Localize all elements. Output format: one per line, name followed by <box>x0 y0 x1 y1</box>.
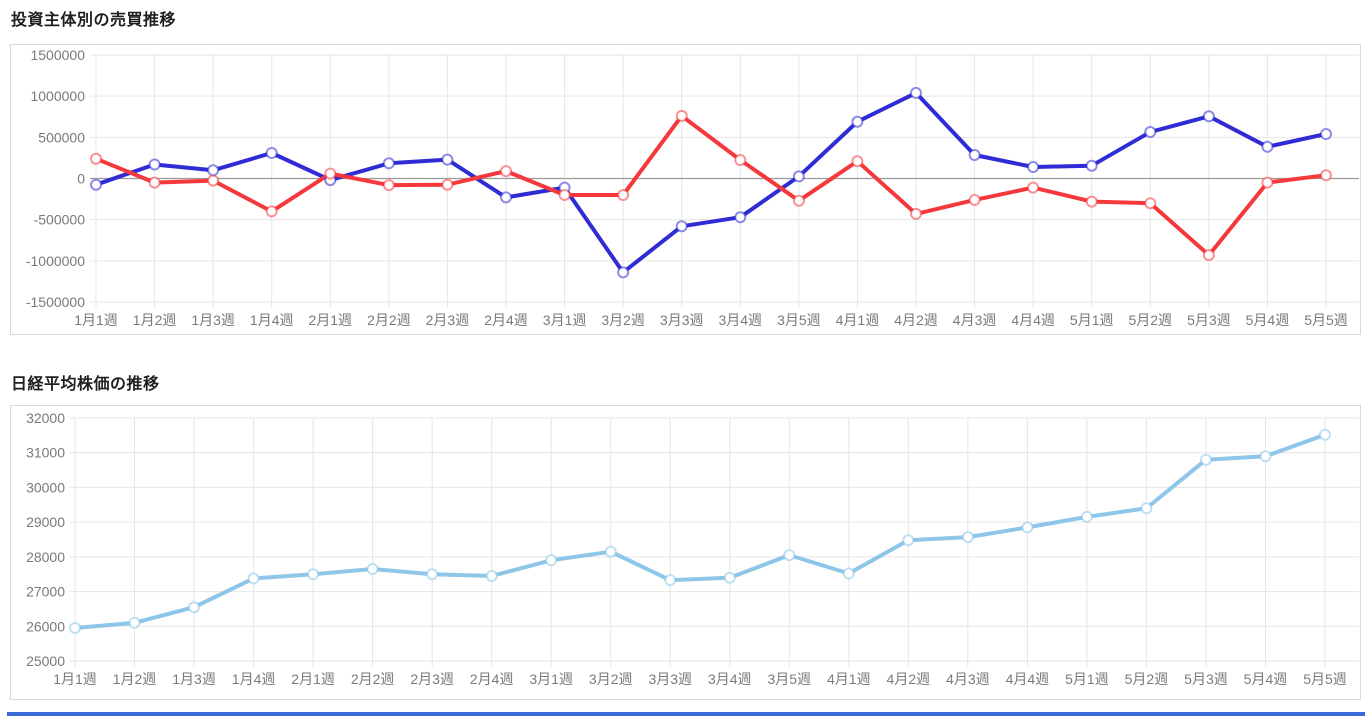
svg-text:1月2週: 1月2週 <box>113 671 157 687</box>
svg-text:29000: 29000 <box>26 514 65 530</box>
svg-text:3月4週: 3月4週 <box>718 312 762 328</box>
svg-text:5月2週: 5月2週 <box>1128 312 1172 328</box>
svg-text:4月2週: 4月2週 <box>894 312 938 328</box>
svg-text:3月1週: 3月1週 <box>529 671 573 687</box>
svg-text:5月1週: 5月1週 <box>1070 312 1114 328</box>
svg-text:4月3週: 4月3週 <box>953 312 997 328</box>
nikkei-chart[interactable]: 32000 31000 30000 29000 28000 27000 26000 25000… <box>11 406 1360 699</box>
svg-text:25000: 25000 <box>26 653 65 669</box>
bottom-accent-bar <box>7 712 1365 716</box>
svg-text:26000: 26000 <box>26 618 65 634</box>
series-blue-line <box>94 90 1328 275</box>
series-nikkei-line <box>73 432 1327 630</box>
svg-text:28000: 28000 <box>26 549 65 565</box>
svg-text:2月1週: 2月1週 <box>308 312 352 328</box>
svg-text:1月4週: 1月4週 <box>250 312 294 328</box>
svg-text:4月2週: 4月2週 <box>887 671 931 687</box>
svg-text:1500000: 1500000 <box>30 47 85 63</box>
svg-text:1月1週: 1月1週 <box>53 671 97 687</box>
svg-text:5月3週: 5月3週 <box>1187 312 1231 328</box>
svg-text:2月1週: 2月1週 <box>291 671 335 687</box>
svg-text:3月5週: 3月5週 <box>777 312 821 328</box>
svg-text:5月4週: 5月4週 <box>1246 312 1290 328</box>
svg-text:4月3週: 4月3週 <box>946 671 990 687</box>
svg-text:4月4週: 4月4週 <box>1006 671 1050 687</box>
svg-text:2月4週: 2月4週 <box>484 312 528 328</box>
svg-text:4月1週: 4月1週 <box>827 671 871 687</box>
svg-text:1月4週: 1月4週 <box>232 671 276 687</box>
svg-text:1000000: 1000000 <box>30 88 85 104</box>
svg-text:3月2週: 3月2週 <box>601 312 645 328</box>
svg-text:5月2週: 5月2週 <box>1125 671 1169 687</box>
svg-text:30000: 30000 <box>26 479 65 495</box>
series-red-line <box>94 113 1328 258</box>
sales-chart[interactable]: 1500000 1000000 500000 0 -500000 -1000000 -150… <box>11 45 1360 334</box>
nikkei-chart-title: 日経平均株価の推移 <box>11 376 160 393</box>
svg-text:2月2週: 2月2週 <box>351 671 395 687</box>
svg-text:-500000: -500000 <box>34 212 86 228</box>
markers-blue-line[interactable] <box>90 86 1332 279</box>
svg-text:-1500000: -1500000 <box>26 294 85 310</box>
svg-text:3月1週: 3月1週 <box>543 312 587 328</box>
svg-text:4月1週: 4月1週 <box>836 312 880 328</box>
sales-chart-title: 投資主体別の売買推移 <box>11 12 177 29</box>
sales-chart-box: 1500000 1000000 500000 0 -500000 -1000000 -150… <box>10 44 1361 335</box>
svg-text:4月4週: 4月4週 <box>1011 312 1055 328</box>
svg-text:2月4週: 2月4週 <box>470 671 514 687</box>
svg-text:32000: 32000 <box>26 410 65 426</box>
svg-text:5月5週: 5月5週 <box>1303 671 1347 687</box>
nikkei-chart-box: 32000 31000 30000 29000 28000 27000 26000 25000… <box>10 405 1361 700</box>
svg-text:-1000000: -1000000 <box>26 253 85 269</box>
markers-nikkei-line[interactable] <box>69 428 1331 634</box>
svg-text:5月3週: 5月3週 <box>1184 671 1228 687</box>
svg-text:1月2週: 1月2週 <box>133 312 177 328</box>
svg-text:5月4週: 5月4週 <box>1244 671 1288 687</box>
svg-text:3月5週: 3月5週 <box>767 671 811 687</box>
svg-text:1月3週: 1月3週 <box>191 312 235 328</box>
markers-red-line[interactable] <box>90 109 1332 262</box>
svg-text:1月3週: 1月3週 <box>172 671 216 687</box>
svg-text:0: 0 <box>77 171 85 187</box>
svg-text:3月4週: 3月4週 <box>708 671 752 687</box>
x-grid: 1月1週 1月2週 1月3週 1月4週 2月1週 2月2週 2月3週 2月4週 3月1週 3月2週… <box>53 418 1347 687</box>
y-grid: 32000 31000 30000 29000 28000 27000 26000 25000 <box>26 410 1359 669</box>
svg-text:2月3週: 2月3週 <box>426 312 470 328</box>
svg-text:3月3週: 3月3週 <box>660 312 704 328</box>
svg-text:31000: 31000 <box>26 445 65 461</box>
svg-text:3月3週: 3月3週 <box>648 671 692 687</box>
svg-text:5月1週: 5月1週 <box>1065 671 1109 687</box>
svg-text:2月2週: 2月2週 <box>367 312 411 328</box>
svg-text:1月1週: 1月1週 <box>74 312 118 328</box>
svg-text:27000: 27000 <box>26 584 65 600</box>
svg-text:5月5週: 5月5週 <box>1304 312 1348 328</box>
x-grid: 1月1週 1月2週 1月3週 1月4週 2月1週 2月2週 2月3週 2月4週 3月1週 3月2週… <box>74 55 1348 328</box>
svg-text:500000: 500000 <box>38 129 85 145</box>
svg-text:2月3週: 2月3週 <box>410 671 454 687</box>
svg-text:3月2週: 3月2週 <box>589 671 633 687</box>
